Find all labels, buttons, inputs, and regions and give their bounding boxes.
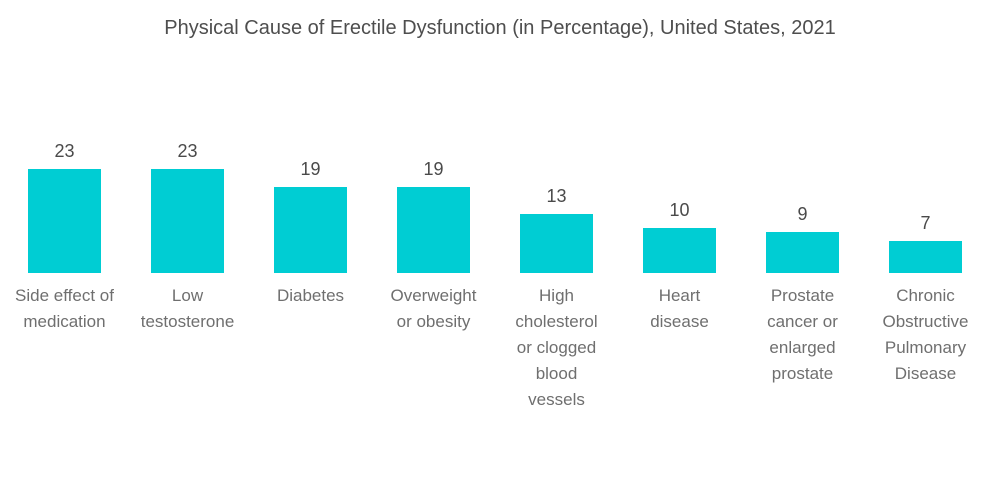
category-label: Heart disease — [650, 286, 709, 331]
bar — [151, 169, 224, 273]
bar — [889, 241, 962, 273]
category-label: Low testosterone — [140, 286, 235, 331]
bar-value-label: 23 — [54, 141, 75, 161]
bar-area: 23 — [126, 41, 249, 273]
bar-value-label: 10 — [669, 200, 690, 220]
bar-column: 23 Side effect of medication — [3, 41, 126, 413]
bar — [28, 169, 101, 273]
bar-column: 19 Diabetes — [249, 41, 372, 413]
bar-area: 9 — [741, 41, 864, 273]
bar — [643, 228, 716, 273]
bar-area: 10 — [618, 41, 741, 273]
category-label: Prostate cancer or enlarged prostate — [767, 286, 838, 383]
bar-area: 23 — [3, 41, 126, 273]
bar — [274, 187, 347, 273]
bar-value-label: 23 — [177, 141, 198, 161]
bar-column: 13 High cholesterol or clogged blood vess… — [495, 41, 618, 413]
bar-value-label: 7 — [920, 213, 931, 233]
chart-title: Physical Cause of Erectile Dysfunction (… — [164, 17, 836, 39]
bar-area: 19 — [372, 41, 495, 273]
bar-column: 9 Prostate cancer or enlarged prostate — [741, 41, 864, 413]
bar-column: 7 Chronic Obstructive Pulmonary Disease — [864, 41, 987, 413]
category-label: Overweight or obesity — [390, 286, 477, 331]
bar-area: 19 — [249, 41, 372, 273]
category-label: Side effect of medication — [15, 286, 114, 331]
category-label: Diabetes — [276, 286, 345, 305]
bar — [397, 187, 470, 273]
category-label: High cholesterol or clogged blood vessel… — [515, 286, 598, 409]
bar-column: 10 Heart disease — [618, 41, 741, 413]
bar — [520, 214, 593, 273]
bar-column: 19 Overweight or obesity — [372, 41, 495, 413]
bar-column: 23 Low testosterone — [126, 41, 249, 413]
bar-area: 7 — [864, 41, 987, 273]
bar-area: 13 — [495, 41, 618, 273]
bar-chart: 23 Side effect of medication 23 Low testost… — [0, 41, 1000, 413]
bar-value-label: 13 — [546, 186, 567, 206]
bar — [766, 232, 839, 273]
bar-value-label: 9 — [797, 204, 808, 224]
category-label: Chronic Obstructive Pulmonary Disease — [882, 286, 969, 383]
bar-value-label: 19 — [300, 159, 321, 179]
bar-value-label: 19 — [423, 159, 444, 179]
